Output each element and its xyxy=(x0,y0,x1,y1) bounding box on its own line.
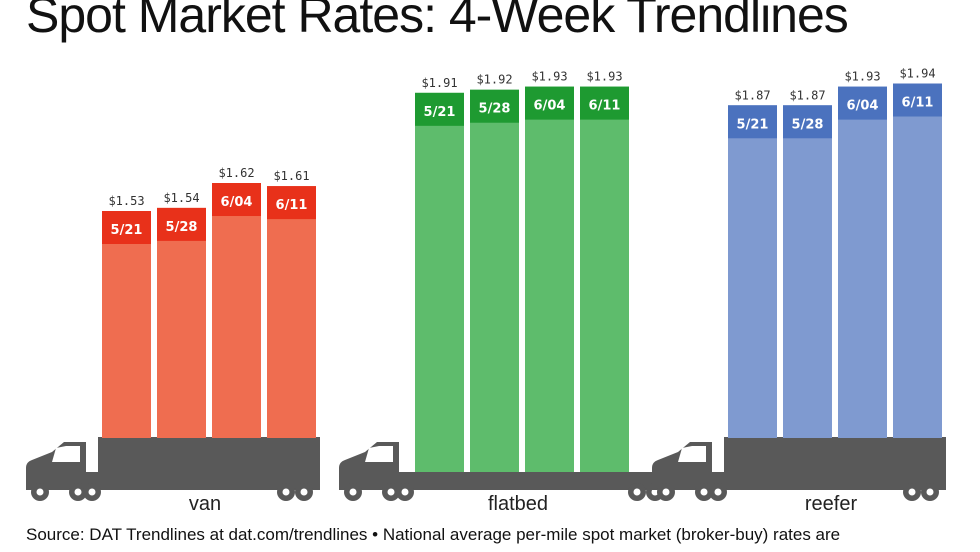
bar-value-label: $1.53 xyxy=(108,194,144,208)
bar-reefer-6/04 xyxy=(838,86,887,438)
flatbed-frame xyxy=(411,484,653,490)
bar-label: 5/28 xyxy=(479,102,511,117)
page-title: Spot Market Rates: 4-Week Trendlines xyxy=(26,0,849,43)
wheel-hub xyxy=(349,488,357,496)
bar-value-label: $1.93 xyxy=(586,70,622,84)
bar-header-reefer-6/04 xyxy=(838,86,887,120)
trailer-frame xyxy=(724,484,946,490)
bar-label: 6/11 xyxy=(276,198,308,213)
bar-header-reefer-5/21 xyxy=(728,105,777,139)
bar-label: 6/04 xyxy=(221,195,253,210)
bar-flatbed-5/28 xyxy=(470,89,519,473)
bar-label: 5/21 xyxy=(111,223,143,238)
wheel-hub xyxy=(908,488,916,496)
bar-label: 5/28 xyxy=(792,117,824,132)
bar-value-label: $1.62 xyxy=(218,166,254,180)
bar-van-5/28 xyxy=(157,207,206,438)
wheel-hub xyxy=(88,488,96,496)
bar-header-flatbed-6/11 xyxy=(580,86,629,120)
wheel-hub xyxy=(282,488,290,496)
bar-header-reefer-5/28 xyxy=(783,105,832,139)
bar-value-label: $1.91 xyxy=(421,76,457,90)
bar-label: 6/04 xyxy=(534,99,566,114)
bar-label: 5/28 xyxy=(166,220,198,235)
bar-label: 5/21 xyxy=(424,105,456,120)
bar-value-label: $1.87 xyxy=(789,88,825,102)
bar-reefer-5/21 xyxy=(728,105,777,438)
bar-label: 6/04 xyxy=(847,99,879,114)
bar-flatbed-6/11 xyxy=(580,86,629,472)
wheel-hub xyxy=(300,488,308,496)
bar-header-flatbed-5/21 xyxy=(415,92,464,126)
bar-header-reefer-6/11 xyxy=(893,83,942,117)
wheel-hub xyxy=(36,488,44,496)
trailer-box xyxy=(724,437,946,487)
group-label-reefer: reefer xyxy=(805,493,858,515)
bar-flatbed-5/21 xyxy=(415,92,464,472)
bar-value-label: $1.93 xyxy=(531,70,567,84)
bar-label: 6/11 xyxy=(902,96,934,111)
wheel-hub xyxy=(662,488,670,496)
wheel-hub xyxy=(74,488,82,496)
wheel-hub xyxy=(633,488,641,496)
bar-flatbed-6/04 xyxy=(525,86,574,472)
bar-value-label: $1.93 xyxy=(844,70,880,84)
wheel-hub xyxy=(651,488,659,496)
trailer-frame xyxy=(98,484,320,490)
truck-flatbed xyxy=(339,442,664,501)
group-label-van: van xyxy=(189,493,221,515)
wheel-hub xyxy=(401,488,409,496)
group-label-flatbed: flatbed xyxy=(488,493,548,515)
bar-value-label: $1.54 xyxy=(163,191,199,205)
bar-value-label: $1.92 xyxy=(476,73,512,87)
wheel-hub xyxy=(714,488,722,496)
bar-value-label: $1.94 xyxy=(899,67,935,81)
source-note: Source: DAT Trendlines at dat.com/trendl… xyxy=(26,525,841,544)
bar-van-5/21 xyxy=(102,211,151,438)
bar-reefer-5/28 xyxy=(783,105,832,438)
wheel-hub xyxy=(387,488,395,496)
bar-value-label: $1.61 xyxy=(273,169,309,183)
bar-value-label: $1.87 xyxy=(734,88,770,102)
bar-header-van-6/04 xyxy=(212,183,261,217)
bar-reefer-6/11 xyxy=(893,83,942,439)
bar-header-flatbed-6/04 xyxy=(525,86,574,120)
cab-window xyxy=(52,446,80,462)
cab-window xyxy=(678,446,706,462)
wheel-hub xyxy=(926,488,934,496)
cab-window xyxy=(365,446,393,462)
flatbed-deck xyxy=(411,472,653,484)
trailer-box xyxy=(98,437,320,487)
bar-header-flatbed-5/28 xyxy=(470,89,519,123)
bar-van-6/11 xyxy=(267,186,316,438)
bar-van-6/04 xyxy=(212,183,261,438)
bar-header-van-5/21 xyxy=(102,211,151,244)
bar-label: 6/11 xyxy=(589,99,621,114)
truck-reefer xyxy=(652,437,946,501)
bar-header-van-6/11 xyxy=(267,186,316,220)
truck-van xyxy=(26,437,320,501)
bar-header-van-5/28 xyxy=(157,207,206,241)
wheel-hub xyxy=(700,488,708,496)
bar-label: 5/21 xyxy=(737,117,769,132)
